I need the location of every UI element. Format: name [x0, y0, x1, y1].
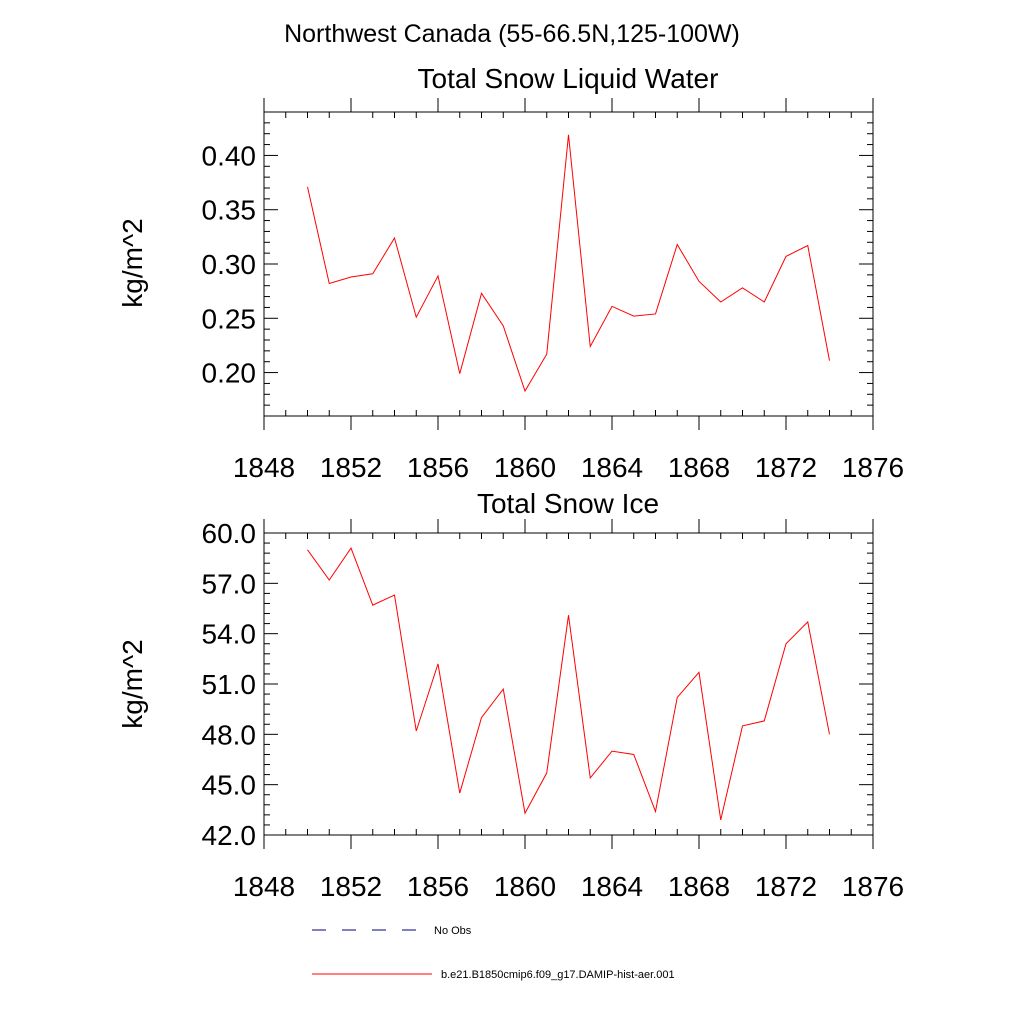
y-tick-label: 0.30 [202, 249, 257, 280]
page-title: Northwest Canada (55-66.5N,125-100W) [284, 20, 740, 48]
x-tick-label: 1864 [581, 452, 643, 483]
panel-snow-liquid-water: Total Snow Liquid Water kg/m^2 1848 1852 1… [117, 63, 904, 483]
panel-snow-ice: Total Snow Ice kg/m^2 1848 1852 1856 1860 18… [117, 488, 904, 902]
y-tick-label: 57.0 [202, 568, 257, 599]
x-tick-label: 1872 [755, 452, 817, 483]
x-tick-label: 1860 [494, 871, 556, 902]
y-tick-label: 0.20 [202, 358, 257, 389]
x-tick-label: 1848 [233, 452, 295, 483]
x-tick-label: 1848 [233, 871, 295, 902]
plot-frame [263, 111, 874, 417]
legend-label-no-obs: No Obs [434, 925, 472, 937]
x-tick-label: 1856 [407, 871, 469, 902]
x-tick-label: 1868 [668, 452, 730, 483]
y-axis-label: kg/m^2 [117, 218, 148, 307]
x-tick-label: 1860 [494, 452, 556, 483]
legend: No Obs b.e21.B1850cmip6.f09_g17.DAMIP-hi… [312, 925, 675, 981]
panel-title: Total Snow Liquid Water [418, 63, 719, 94]
y-tick-label: 54.0 [202, 619, 257, 650]
x-tick-label: 1872 [755, 871, 817, 902]
x-tick-label: 1876 [842, 871, 904, 902]
y-tick-label: 45.0 [202, 770, 257, 801]
x-tick-label: 1876 [842, 452, 904, 483]
y-tick-label: 0.40 [202, 140, 257, 171]
y-tick-label: 51.0 [202, 669, 257, 700]
panel-title: Total Snow Ice [477, 488, 659, 519]
x-tick-label: 1856 [407, 452, 469, 483]
legend-label-model: b.e21.B1850cmip6.f09_g17.DAMIP-hist-aer.… [441, 969, 675, 981]
plot-frame [263, 532, 874, 836]
y-axis-label: kg/m^2 [117, 639, 148, 728]
y-tick-label: 42.0 [202, 820, 257, 851]
y-tick-label: 0.35 [202, 195, 257, 226]
x-tick-label: 1868 [668, 871, 730, 902]
x-tick-label: 1852 [320, 871, 382, 902]
x-tick-label: 1864 [581, 871, 643, 902]
series-line [307, 547, 830, 821]
x-tick-label: 1852 [320, 452, 382, 483]
y-tick-label: 60.0 [202, 518, 257, 549]
y-tick-label: 48.0 [202, 719, 257, 750]
y-tick-label: 0.25 [202, 303, 257, 334]
series-line [307, 134, 830, 393]
